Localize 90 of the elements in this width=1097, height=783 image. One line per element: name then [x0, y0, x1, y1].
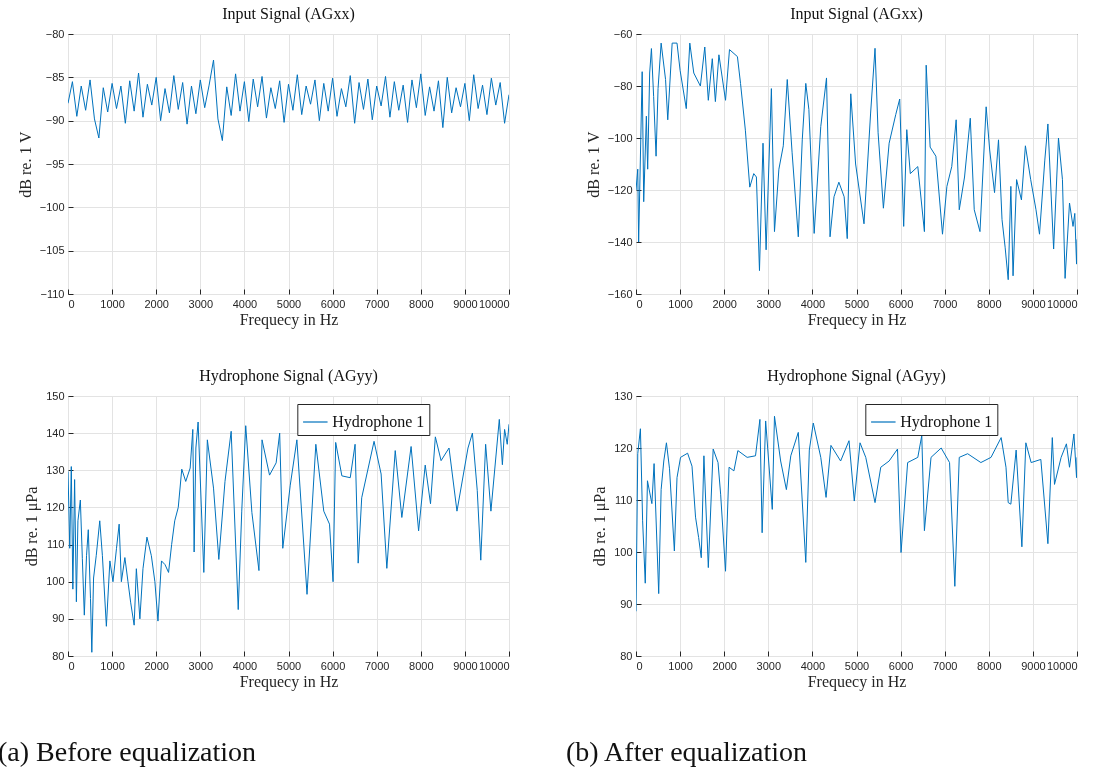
y-axis-title: dB re. 1 V — [584, 130, 602, 198]
x-tick-label: 1000 — [668, 297, 693, 310]
text: (a) Before equalization — [0, 736, 257, 768]
x-tick-label: 7000 — [932, 659, 958, 672]
y-tick-label: 90 — [620, 597, 633, 610]
y-tick-label: 120 — [46, 500, 65, 513]
y-tick-label: −100 — [39, 200, 65, 213]
line-series — [636, 42, 1077, 281]
x-tick-label: 6000 — [320, 659, 346, 672]
legend-label: Hydrophone 1 — [332, 413, 425, 431]
y-tick-label: 110 — [46, 538, 65, 551]
x-tick-label: 4000 — [800, 659, 826, 672]
y-tick-label: 90 — [52, 612, 65, 625]
x-tick-label: 2000 — [144, 659, 169, 672]
y-tick-label: −95 — [45, 157, 65, 170]
x-tick-label: 4000 — [232, 659, 258, 672]
x-tick-label: 8000 — [409, 297, 434, 310]
x-tick-label: 2000 — [712, 297, 737, 310]
y-tick-label: −120 — [607, 183, 633, 196]
x-axis-title: Frequecy in Hz — [239, 310, 339, 329]
x-tick-label: 10000 — [478, 297, 510, 310]
y-tick-label: −90 — [45, 114, 65, 127]
x-tick-label: 9000 — [453, 297, 478, 310]
line-series — [636, 415, 1077, 612]
x-tick-label: 7000 — [364, 297, 390, 310]
y-tick-label: 80 — [52, 649, 65, 662]
legend-label: Hydrophone 1 — [900, 413, 993, 431]
x-tick-label: 1000 — [668, 659, 693, 672]
y-tick-label: 110 — [614, 493, 633, 506]
x-tick-label: 8000 — [409, 659, 434, 672]
x-tick-label: 5000 — [844, 297, 870, 310]
x-axis-title: Frequecy in Hz — [807, 310, 907, 329]
y-tick-label: 130 — [614, 389, 633, 402]
x-tick-label: 9000 — [1021, 297, 1046, 310]
y-axis-title: dB re. 1 μPa — [591, 486, 610, 567]
y-tick-label: −85 — [45, 70, 65, 83]
y-tick-label: −105 — [39, 244, 65, 257]
x-tick-label: 0 — [68, 659, 75, 672]
x-tick-label: 10000 — [1046, 297, 1078, 310]
x-tick-label: 6000 — [320, 297, 346, 310]
x-tick-label: 4000 — [232, 297, 258, 310]
chart-title: Input Signal (AGxx) — [790, 5, 923, 23]
chart-title: Hydrophone Signal (AGyy) — [199, 367, 378, 385]
x-tick-label: 3000 — [188, 297, 214, 310]
x-tick-label: 6000 — [888, 297, 914, 310]
y-tick-label: 120 — [614, 441, 633, 454]
y-tick-label: 100 — [46, 575, 65, 588]
y-tick-label: 100 — [614, 545, 633, 558]
x-tick-label: 9000 — [1021, 659, 1046, 672]
x-tick-label: 9000 — [453, 659, 478, 672]
chart-title: Hydrophone Signal (AGyy) — [767, 367, 946, 385]
x-tick-label: 1000 — [100, 297, 125, 310]
x-tick-label: 7000 — [364, 659, 390, 672]
x-tick-label: 2000 — [712, 659, 737, 672]
x-axis-title: Frequecy in Hz — [239, 672, 339, 691]
x-tick-label: 6000 — [888, 659, 914, 672]
x-tick-label: 5000 — [844, 659, 870, 672]
x-tick-label: 1000 — [100, 659, 125, 672]
y-tick-label: −140 — [607, 235, 633, 248]
y-tick-label: 80 — [620, 649, 633, 662]
x-tick-label: 10000 — [1046, 659, 1078, 672]
x-tick-label: 2000 — [144, 297, 169, 310]
x-tick-label: 10000 — [478, 659, 510, 672]
x-tick-label: 3000 — [188, 659, 214, 672]
y-tick-label: −80 — [613, 79, 633, 92]
y-axis-title: dB re. 1 μPa — [23, 486, 42, 567]
y-tick-label: −110 — [40, 287, 65, 300]
x-axis-title: Frequecy in Hz — [807, 672, 907, 691]
x-tick-label: 5000 — [276, 659, 302, 672]
chart-title: Input Signal (AGxx) — [222, 5, 355, 23]
x-tick-label: 4000 — [800, 297, 826, 310]
x-tick-label: 8000 — [977, 659, 1002, 672]
x-tick-label: 8000 — [977, 297, 1002, 310]
x-tick-label: 0 — [636, 659, 643, 672]
y-tick-label: −80 — [45, 27, 65, 40]
x-tick-label: 0 — [68, 297, 75, 310]
y-tick-label: 150 — [46, 389, 65, 402]
x-tick-label: 5000 — [276, 297, 302, 310]
line-series — [68, 59, 509, 142]
y-tick-label: 140 — [46, 426, 65, 439]
x-tick-label: 3000 — [756, 297, 782, 310]
x-tick-label: 0 — [636, 297, 643, 310]
x-tick-label: 3000 — [756, 659, 782, 672]
y-tick-label: −160 — [607, 287, 633, 300]
y-axis-title: dB re. 1 V — [16, 130, 34, 198]
y-tick-label: −60 — [613, 27, 633, 40]
text: (b) After equalization — [566, 736, 808, 768]
y-tick-label: 130 — [46, 463, 65, 476]
x-tick-label: 7000 — [932, 297, 958, 310]
y-tick-label: −100 — [607, 131, 633, 144]
